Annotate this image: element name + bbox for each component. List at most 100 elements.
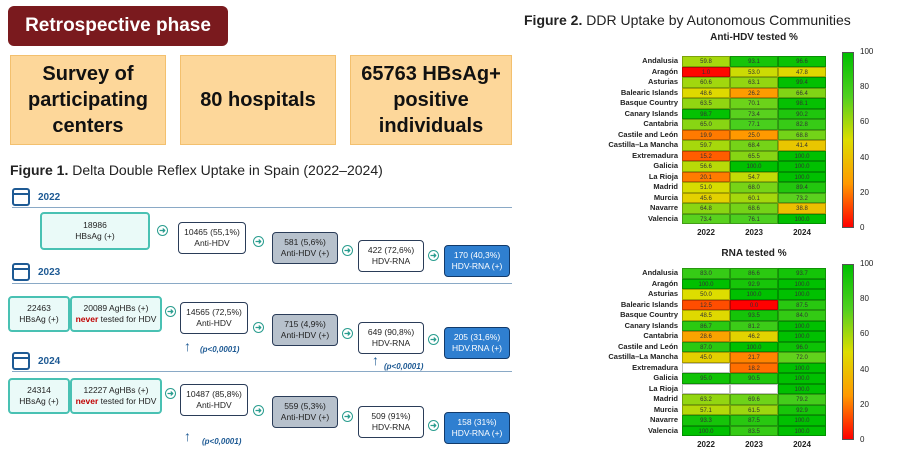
arrow-right-icon: ➜: [428, 250, 439, 261]
heatmap-cell: 63.1: [730, 77, 778, 88]
row-label: Navarre: [650, 203, 678, 212]
heatmap-cell: 92.9: [730, 278, 778, 289]
heatmap-cell: 19.9: [682, 129, 730, 140]
heatmap-cell: [682, 383, 730, 394]
row-label: Asturias: [647, 289, 678, 298]
heatmap-cell: 83.0: [682, 268, 730, 279]
colorbar-tick: 0: [860, 223, 865, 232]
never-tested-box-2023: 20089 AgHBs (+) never tested for HDV: [70, 296, 162, 332]
colorbar: [842, 52, 854, 228]
colorbar-tick: 100: [860, 259, 874, 268]
heatmap-cell: 59.8: [682, 56, 730, 67]
heatmap-cell: 56.6: [682, 161, 730, 172]
colorbar-tick: 80: [860, 82, 869, 92]
up-arrow-icon: ↑: [184, 428, 191, 444]
divider: [12, 207, 512, 208]
heatmap-cell: [730, 383, 778, 394]
column-label: 2023: [745, 228, 763, 237]
heatmap-cell: 100.0: [778, 161, 826, 172]
heatmap-cell: 64.8: [682, 203, 730, 214]
antihdv-pos-box-2023: 715 (4,9%) Anti-HDV (+): [272, 314, 338, 346]
row-label: Asturias: [647, 77, 678, 86]
heatmap-cell: 12.5: [682, 299, 730, 310]
heatmap-cell: 73.4: [730, 108, 778, 119]
heatmap-cell: 63.2: [682, 394, 730, 405]
row-label: La Rioja: [648, 171, 678, 181]
heatmap-cell: 81.2: [730, 320, 778, 331]
heatmap-title: RNA tested %: [721, 248, 787, 259]
heatmap-cell: 98.7: [682, 108, 730, 119]
divider: [12, 371, 512, 372]
heatmap-cell: 82.8: [778, 119, 826, 130]
heatmap-cell: 99.4: [778, 77, 826, 88]
heatmap-cell: 15.2: [682, 150, 730, 161]
heatmap-cell: 86.7: [682, 320, 730, 331]
heatmap-cell: 59.7: [682, 140, 730, 151]
heatmap-cell: 100.0: [730, 161, 778, 172]
row-label: Basque Country: [620, 98, 678, 107]
calendar-icon: [12, 352, 30, 370]
arrow-right-icon: ➜: [342, 328, 353, 339]
column-label: 2023: [745, 440, 763, 449]
heatmap-cell: 50.0: [682, 289, 730, 300]
row-label: Andalusia: [642, 268, 678, 277]
heatmap-cell: [682, 362, 730, 373]
heatmap-cell: 95.0: [682, 373, 730, 384]
heatmap-cell: 100.0: [778, 362, 826, 373]
heatmap-cell: 68.4: [730, 140, 778, 151]
heatmap-cell: 93.1: [730, 56, 778, 67]
arrow-right-icon: ➜: [165, 388, 176, 399]
row-label: Murcia: [653, 192, 678, 202]
row-label: Navarre: [650, 415, 678, 424]
row-label: Andalusia: [642, 56, 678, 65]
heatmap-cell: 77.1: [730, 119, 778, 130]
heatmap-cell: 76.1: [730, 213, 778, 224]
row-label: Madrid: [653, 182, 678, 191]
heatmap-cell: 48.6: [682, 87, 730, 98]
heatmap-cell: 93.7: [778, 268, 826, 279]
never-tested-box-2024: 12227 AgHBs (+) never tested for HDV: [70, 378, 162, 414]
row-label: Castile and León: [617, 341, 678, 351]
heatmap-cell: 63.5: [682, 98, 730, 109]
heatmap-cell: 89.4: [778, 182, 826, 193]
row-label: Valencia: [647, 425, 678, 435]
heatmap-cell: 47.8: [778, 66, 826, 77]
heatmap-cell: 20.1: [682, 171, 730, 182]
colorbar-tick: 100: [860, 47, 874, 56]
heatmap-cell: 100.0: [778, 171, 826, 182]
heatmap-cell: 86.6: [730, 268, 778, 279]
arrow-right-icon: ➜: [253, 322, 264, 333]
heatmap-cell: 54.7: [730, 171, 778, 182]
figure2-title: Figure 2. DDR Uptake by Autonomous Commu…: [524, 12, 851, 28]
heatmap-cell: 90.5: [730, 373, 778, 384]
row-label: Cantabria: [643, 331, 678, 340]
row-label: Balearic Islands: [620, 299, 678, 309]
heatmap-cell: 69.6: [730, 394, 778, 405]
heatmap-cell: 100.0: [778, 289, 826, 300]
heatmap-cell: 84.0: [778, 310, 826, 321]
row-label: Castilla–La Mancha: [608, 352, 678, 361]
heatmap-cell: 66.4: [778, 87, 826, 98]
column-label: 2024: [793, 228, 811, 237]
row-label: Aragón: [651, 278, 678, 288]
up-arrow-icon: ↑: [184, 338, 191, 354]
column-label: 2022: [697, 228, 715, 237]
colorbar-tick: 0: [860, 435, 865, 444]
hbsag-box-2024: 24314 HBsAg (+): [8, 378, 70, 414]
up-arrow-icon: ↑: [372, 352, 379, 368]
arrow-right-icon: ➜: [342, 245, 353, 256]
arrow-right-icon: ➜: [253, 236, 264, 247]
heatmap-cell: 87.5: [730, 415, 778, 426]
heatmap-cell: 65.5: [730, 150, 778, 161]
phase-banner: Retrospective phase: [8, 6, 228, 46]
heatmap-cell: 0.0: [730, 299, 778, 310]
heatmap-cell: 100.0: [778, 373, 826, 384]
heatmap-cell: 60.6: [682, 77, 730, 88]
hospitals-box: 80 hospitals: [180, 55, 336, 145]
column-label: 2022: [697, 440, 715, 449]
row-label: Galicia: [653, 373, 678, 382]
heatmap-cell: 68.8: [778, 129, 826, 140]
heatmap-cell: 100.0: [682, 425, 730, 436]
heatmap-cell: 100.0: [778, 278, 826, 289]
row-label: Castile and León: [617, 129, 678, 139]
